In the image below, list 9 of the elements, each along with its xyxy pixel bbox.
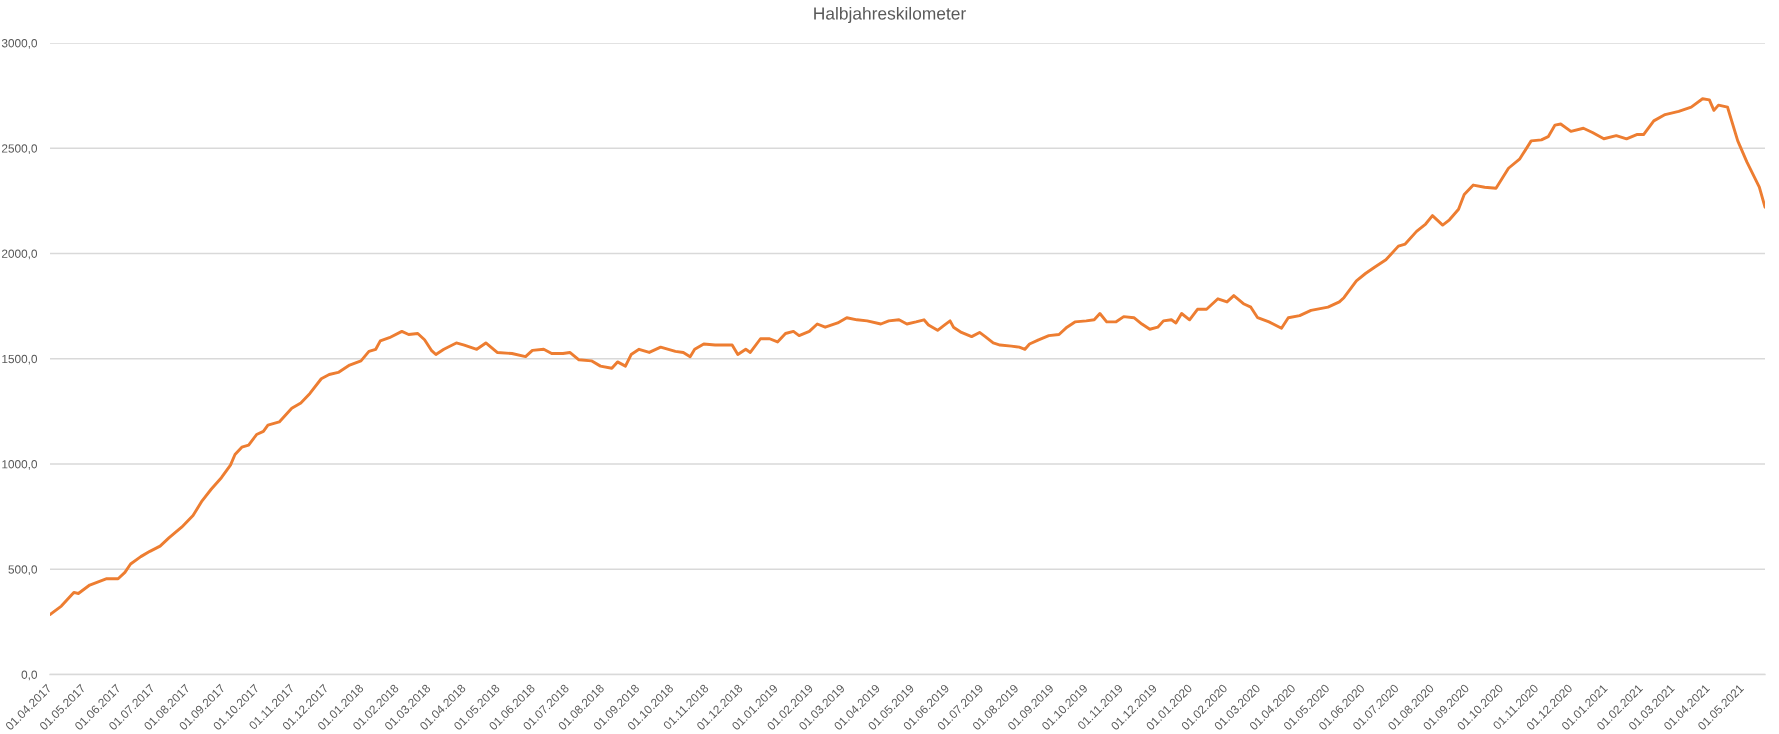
y-tick-label: 500,0: [8, 565, 38, 576]
chart-title: Halbjahreskilometer: [814, 6, 966, 24]
y-tick-label: 1500,0: [2, 354, 38, 365]
y-tick-label: 2000,0: [1, 249, 38, 260]
y-tick-label: 3000,0: [1, 39, 38, 49]
y-tick-label: 1000,0: [2, 460, 38, 470]
line-series: [50, 97, 1765, 616]
y-tick-label: 2500,0: [1, 144, 38, 155]
y-tick-label: 0,0: [21, 670, 38, 681]
